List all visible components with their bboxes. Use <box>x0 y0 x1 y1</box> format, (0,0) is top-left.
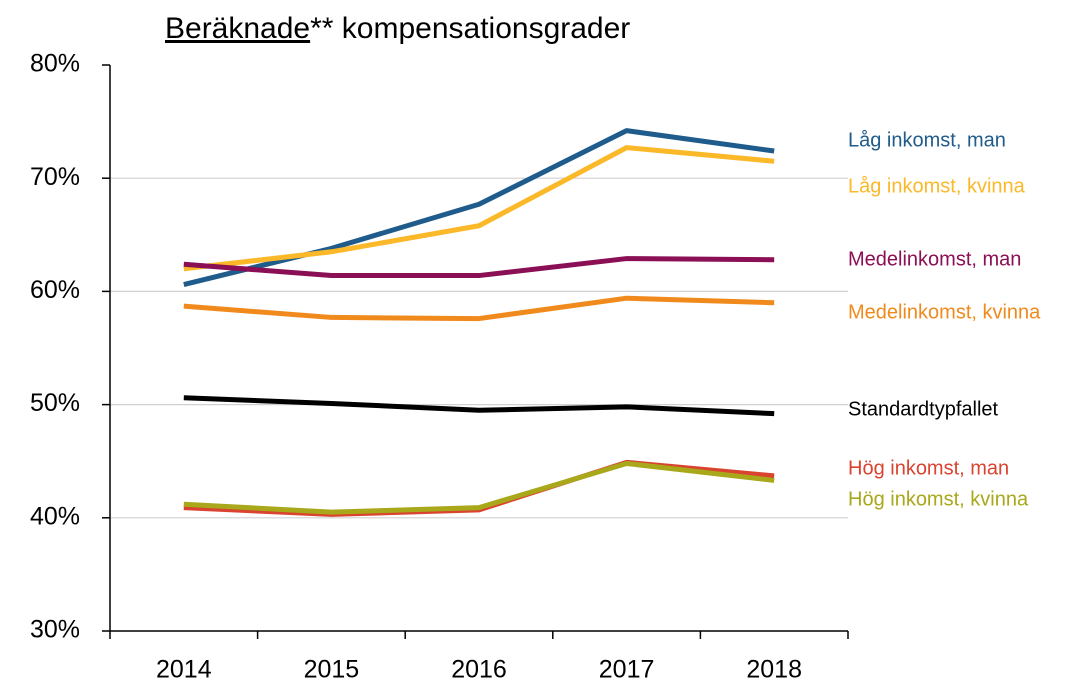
x-tick-label: 2017 <box>599 656 655 684</box>
series-label: Medelinkomst, kvinna <box>848 301 1041 323</box>
x-tick-label: 2014 <box>156 656 212 684</box>
series-label: Hög inkomst, man <box>848 457 1009 479</box>
y-tick-label: 40% <box>30 502 80 530</box>
series-label: Låg inkomst, man <box>848 129 1006 151</box>
x-tick-label: 2016 <box>451 656 507 684</box>
series-label: Standardtypfallet <box>848 398 999 420</box>
series-line <box>183 256 775 279</box>
series-label: Hög inkomst, kvinna <box>848 488 1029 510</box>
series-label: Låg inkomst, kvinna <box>848 175 1026 197</box>
title-underlined: Beräknade <box>165 12 310 45</box>
x-tick-label: 2018 <box>746 656 802 684</box>
y-tick-label: 60% <box>30 276 80 304</box>
series-line <box>183 145 775 272</box>
y-tick-label: 70% <box>30 163 80 191</box>
series-line <box>183 395 775 417</box>
x-tick-label: 2015 <box>304 656 360 684</box>
y-tick-label: 50% <box>30 389 80 417</box>
series-label: Medelinkomst, man <box>848 248 1021 270</box>
chart-title: Beräknade** kompensationsgrader <box>165 12 630 45</box>
series-line <box>183 295 775 322</box>
series-line <box>183 460 775 515</box>
y-tick-label: 30% <box>30 616 80 644</box>
y-tick-label: 80% <box>30 50 80 78</box>
title-rest: ** kompensationsgrader <box>310 12 630 45</box>
series-line <box>183 128 775 288</box>
